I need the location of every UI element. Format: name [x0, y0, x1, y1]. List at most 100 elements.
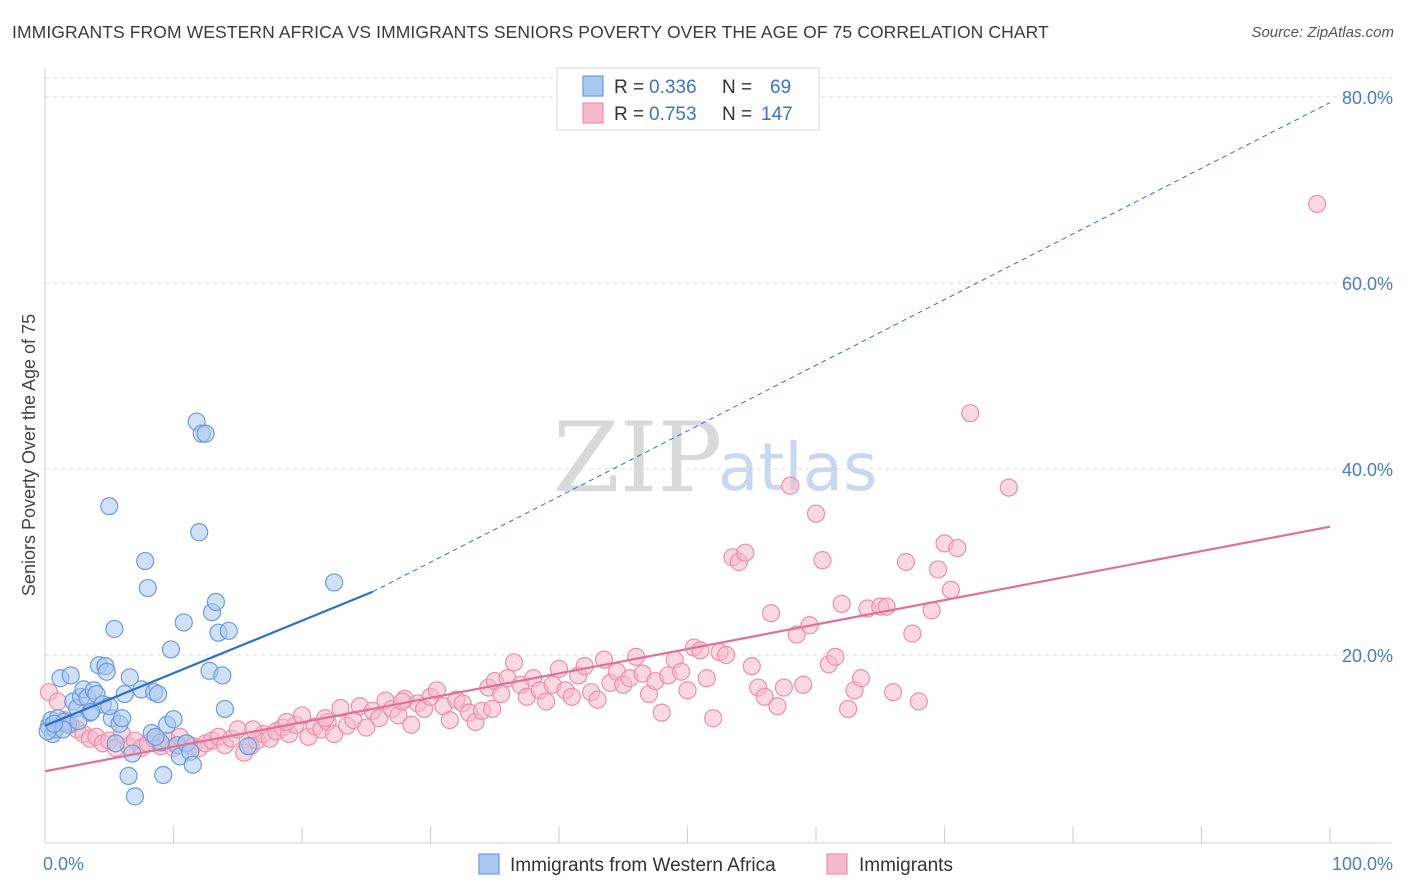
scatter-point	[138, 578, 157, 598]
scatter-point	[961, 404, 980, 423]
scatter-point	[277, 712, 296, 732]
scatter-point	[146, 727, 165, 746]
legend-n-label-1: N =	[722, 77, 752, 98]
trend-line-western-africa-extension	[372, 102, 1331, 593]
scatter-point	[537, 692, 556, 711]
scatter-point	[806, 504, 826, 523]
trend-lines	[44, 102, 1331, 773]
y-tick-label: 40.0%	[1342, 460, 1393, 480]
scatter-point	[97, 662, 116, 681]
scatter-point	[219, 621, 238, 640]
scatter-point	[787, 625, 806, 644]
scatter-point	[826, 647, 845, 666]
scatter-point	[174, 613, 193, 632]
bottom-legend-label-immigrants: Immigrants	[859, 855, 953, 876]
legend-r-label-2: R =	[614, 104, 644, 125]
scatter-point	[736, 543, 755, 562]
scatter-point	[183, 755, 202, 774]
legend-n-label-2: N =	[722, 104, 752, 125]
legend-r-label-1: R =	[614, 77, 644, 98]
legend-r-value-1: 0.336	[649, 77, 697, 98]
y-tick-label: 20.0%	[1342, 646, 1393, 666]
legend-swatch-pink	[582, 102, 604, 124]
scatter-point	[154, 765, 173, 785]
scatter-point	[402, 715, 421, 734]
scatter-point	[325, 573, 344, 592]
bottom-legend-label-western-africa: Immigrants from Western Africa	[510, 855, 776, 876]
source-credit: Source: ZipAtlas.com	[1251, 24, 1394, 41]
scatter-point	[161, 640, 181, 659]
scatter-point	[903, 624, 922, 643]
scatter-point	[794, 675, 813, 694]
series-western-africa-points	[38, 412, 344, 806]
scatter-point	[588, 690, 607, 709]
stats-legend: R = 0.336 N = 69 R = 0.753 N = 147	[556, 67, 820, 131]
scatter-point	[851, 669, 871, 688]
scatter-point	[781, 476, 800, 495]
scatter-point	[125, 787, 145, 806]
watermark-zip: ZIP	[553, 402, 722, 514]
scatter-point	[704, 709, 723, 728]
scatter-point	[357, 718, 376, 737]
legend-swatch-blue	[582, 75, 604, 97]
scatter-point	[48, 692, 67, 711]
x-tick-labels: 0.0% 100.0%	[43, 854, 1393, 874]
scatter-point	[136, 551, 155, 571]
y-tick-labels: 20.0% 40.0% 60.0% 80.0%	[1342, 88, 1393, 666]
scatter-point	[768, 697, 787, 716]
scatter-point	[774, 678, 793, 697]
scatter-point	[761, 604, 781, 623]
legend-n-value-1: 69	[770, 77, 791, 98]
watermark-atlas: atlas	[718, 429, 878, 506]
scatter-point	[164, 710, 183, 729]
y-tick-label: 80.0%	[1342, 88, 1393, 108]
scatter-point	[504, 653, 524, 672]
y-axis-label: Seniors Poverty Over the Age of 75	[19, 314, 39, 596]
scatter-point	[440, 710, 459, 730]
scatter-point	[325, 724, 344, 744]
scatter-point	[652, 703, 671, 722]
legend-n-value-2: 147	[761, 104, 793, 125]
scatter-point	[215, 699, 234, 719]
bottom-legend-swatch-pink	[826, 853, 848, 875]
scatter-point	[119, 766, 138, 786]
watermark: ZIP atlas	[553, 402, 878, 514]
scatter-point	[697, 669, 716, 688]
x-tick-label: 0.0%	[43, 854, 84, 874]
scatter-point	[671, 662, 691, 681]
scatter-point	[948, 538, 967, 558]
scatter-point	[427, 681, 447, 700]
scatter-point	[928, 560, 948, 579]
scatter-point	[196, 424, 215, 443]
scatter-point	[112, 709, 132, 728]
scatter-point	[716, 645, 736, 665]
y-tick-label: 60.0%	[1342, 274, 1393, 294]
chart-title: IMMIGRANTS FROM WESTERN AFRICA VS IMMIGR…	[12, 22, 1049, 42]
scatter-point	[100, 497, 119, 516]
scatter-point	[575, 657, 594, 676]
series-legend: Immigrants from Western Africa Immigrant…	[478, 853, 953, 876]
scatter-point	[370, 709, 389, 728]
scatter-point	[148, 684, 168, 704]
scatter-point	[483, 699, 502, 719]
scatter-point	[238, 737, 258, 756]
scatter-point	[909, 692, 928, 711]
scatter-point	[61, 666, 80, 685]
scatter-point	[1308, 194, 1327, 214]
scatter-point	[941, 580, 961, 600]
scatter-point	[213, 666, 232, 685]
trend-line-immigrants	[44, 525, 1331, 773]
scatter-point	[678, 681, 697, 700]
scatter-point	[206, 592, 226, 612]
scatter-point	[106, 734, 125, 753]
scatter-point	[839, 699, 858, 719]
trend-line-western-africa	[44, 590, 374, 727]
scatter-point	[813, 551, 832, 570]
scatter-point	[492, 684, 511, 704]
scatter-point	[190, 523, 209, 542]
scatter-point	[292, 706, 312, 725]
scatter-point	[755, 687, 774, 706]
scatter-point	[883, 683, 903, 702]
scatter-point	[999, 478, 1018, 497]
